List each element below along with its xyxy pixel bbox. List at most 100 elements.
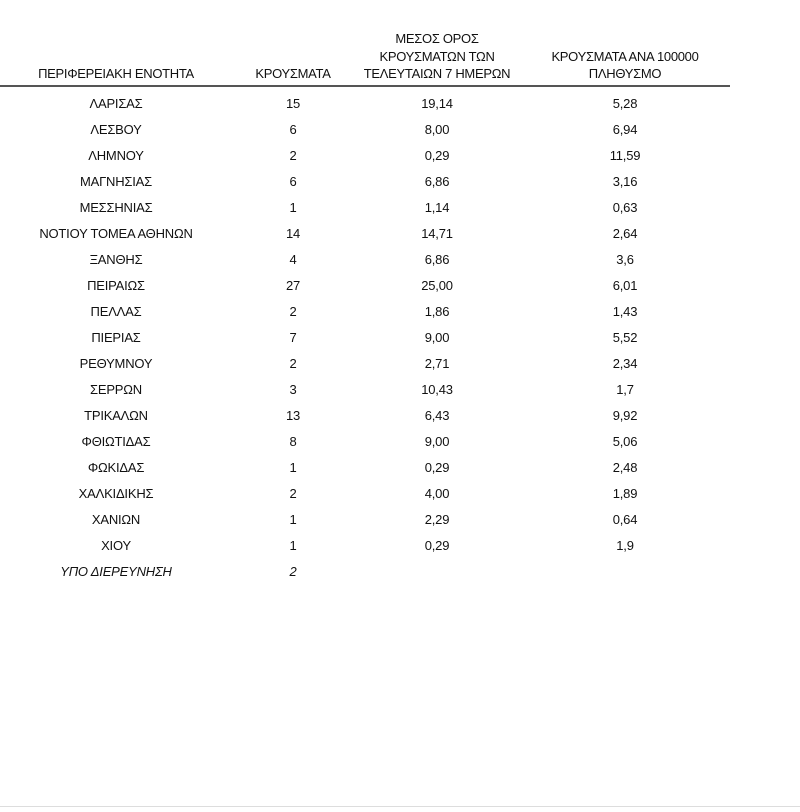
cell-cases: 1 bbox=[289, 538, 297, 553]
table-row: ΛΗΜΝΟΥ 2 0,29 11,59 bbox=[0, 143, 730, 169]
table-row: ΧΑΛΚΙΔΙΚΗΣ 2 4,00 1,89 bbox=[0, 481, 730, 507]
cell-7day-average: 2,29 bbox=[424, 512, 450, 527]
table-row: ΧΑΝΙΩΝ 1 2,29 0,64 bbox=[0, 507, 730, 533]
cell-regional-unit: ΠΙΕΡΙΑΣ bbox=[91, 330, 141, 345]
cell-7day-average: 14,71 bbox=[421, 226, 453, 241]
header-line: ΠΛΗΘΥΣΜΟ bbox=[588, 66, 662, 81]
cell-regional-unit: ΝΟΤΙΟΥ ΤΟΜΕΑ ΑΘΗΝΩΝ bbox=[39, 226, 193, 241]
header-line: ΚΡΟΥΣΜΑΤΩΝ ΤΩΝ bbox=[379, 48, 495, 64]
cell-regional-unit: ΧΙΟΥ bbox=[101, 538, 131, 553]
cell-7day-average: 19,14 bbox=[421, 96, 453, 111]
table-row: ΝΟΤΙΟΥ ΤΟΜΕΑ ΑΘΗΝΩΝ 14 14,71 2,64 bbox=[0, 221, 730, 247]
cell-regional-unit: ΜΕΣΣΗΝΙΑΣ bbox=[79, 200, 153, 215]
cell-cases-per-100000: 1,9 bbox=[616, 538, 634, 553]
cell-cases-per-100000: 1,7 bbox=[616, 382, 634, 397]
cell-7day-average: 0,29 bbox=[424, 460, 450, 475]
cell-cases-per-100000: 6,01 bbox=[612, 278, 638, 293]
table-row: ΛΑΡΙΣΑΣ 15 19,14 5,28 bbox=[0, 86, 730, 117]
cell-cases-per-100000: 2,64 bbox=[612, 226, 638, 241]
cell-cases-per-100000: 6,94 bbox=[612, 122, 638, 137]
table-row: ΜΑΓΝΗΣΙΑΣ 6 6,86 3,16 bbox=[0, 169, 730, 195]
cases-table: ΠΕΡΙΦΕΡΕΙΑΚΗ ΕΝΟΤΗΤΑ ΚΡΟΥΣΜΑΤΑ ΜΕΣΟΣ ΟΡΟ… bbox=[0, 30, 730, 585]
cell-regional-unit: ΣΕΡΡΩΝ bbox=[90, 382, 142, 397]
cell-cases: 14 bbox=[285, 226, 301, 241]
table-row: ΛΕΣΒΟΥ 6 8,00 6,94 bbox=[0, 117, 730, 143]
cell-cases-per-100000: 5,28 bbox=[612, 96, 638, 111]
cell-7day-average: 4,00 bbox=[424, 486, 450, 501]
cell-cases: 2 bbox=[289, 564, 297, 579]
cell-cases-per-100000 bbox=[520, 559, 730, 585]
cell-cases-per-100000: 5,52 bbox=[612, 330, 638, 345]
cell-cases-per-100000: 9,92 bbox=[612, 408, 638, 423]
cell-regional-unit: ΦΩΚΙΔΑΣ bbox=[87, 460, 145, 475]
cell-cases: 1 bbox=[289, 512, 297, 527]
cell-cases-per-100000: 3,16 bbox=[612, 174, 638, 189]
cell-regional-unit: ΞΑΝΘΗΣ bbox=[89, 252, 143, 267]
cell-cases: 2 bbox=[289, 304, 297, 319]
cell-7day-average: 10,43 bbox=[421, 382, 453, 397]
cell-7day-average: 2,71 bbox=[424, 356, 450, 371]
table-row: ΠΕΙΡΑΙΩΣ 27 25,00 6,01 bbox=[0, 273, 730, 299]
cell-cases-per-100000: 2,48 bbox=[612, 460, 638, 475]
table-row: ΣΕΡΡΩΝ 3 10,43 1,7 bbox=[0, 377, 730, 403]
cell-cases: 15 bbox=[285, 96, 301, 111]
cell-7day-average: 1,14 bbox=[424, 200, 450, 215]
cell-cases-per-100000: 1,89 bbox=[612, 486, 638, 501]
header-cases-per-100000: ΚΡΟΥΣΜΑΤΑ ΑΝΑ 100000 ΠΛΗΘΥΣΜΟ bbox=[520, 30, 730, 87]
table-row: ΦΩΚΙΔΑΣ 1 0,29 2,48 bbox=[0, 455, 730, 481]
cell-cases-per-100000: 5,06 bbox=[612, 434, 638, 449]
cell-cases: 1 bbox=[289, 200, 297, 215]
cell-regional-unit: ΦΘΙΩΤΙΔΑΣ bbox=[81, 434, 151, 449]
cell-7day-average: 6,86 bbox=[424, 174, 450, 189]
cell-7day-average: 6,43 bbox=[424, 408, 450, 423]
cell-cases-per-100000: 0,63 bbox=[612, 200, 638, 215]
cell-7day-average: 8,00 bbox=[424, 122, 450, 137]
cell-cases-per-100000: 3,6 bbox=[616, 252, 634, 267]
cell-cases: 2 bbox=[289, 148, 297, 163]
cell-cases-per-100000: 1,43 bbox=[612, 304, 638, 319]
cell-regional-unit: ΛΕΣΒΟΥ bbox=[90, 122, 142, 137]
cell-regional-unit: ΛΑΡΙΣΑΣ bbox=[89, 96, 143, 111]
cell-7day-average: 1,86 bbox=[424, 304, 450, 319]
cell-cases: 8 bbox=[289, 434, 297, 449]
cell-7day-average: 25,00 bbox=[421, 278, 453, 293]
cell-cases: 7 bbox=[289, 330, 297, 345]
cell-7day-average: 6,86 bbox=[424, 252, 450, 267]
cell-regional-unit: ΡΕΘΥΜΝΟΥ bbox=[79, 356, 153, 371]
cell-7day-average: 0,29 bbox=[424, 148, 450, 163]
header-7day-average: ΜΕΣΟΣ ΟΡΟΣ ΚΡΟΥΣΜΑΤΩΝ ΤΩΝ ΤΕΛΕΥΤΑΙΩΝ 7 Η… bbox=[354, 30, 520, 87]
header-regional-unit: ΠΕΡΙΦΕΡΕΙΑΚΗ ΕΝΟΤΗΤΑ bbox=[0, 30, 232, 87]
table-row: ΡΕΘΥΜΝΟΥ 2 2,71 2,34 bbox=[0, 351, 730, 377]
cell-regional-unit: ΜΑΓΝΗΣΙΑΣ bbox=[80, 174, 152, 189]
table-row: ΧΙΟΥ 1 0,29 1,9 bbox=[0, 533, 730, 559]
cell-cases: 3 bbox=[289, 382, 297, 397]
cell-cases: 1 bbox=[289, 460, 297, 475]
cell-regional-unit: ΛΗΜΝΟΥ bbox=[88, 148, 144, 163]
table-row: ΠΕΛΛΑΣ 2 1,86 1,43 bbox=[0, 299, 730, 325]
header-line: ΤΕΛΕΥΤΑΙΩΝ 7 ΗΜΕΡΩΝ bbox=[363, 66, 511, 81]
table-row: ΞΑΝΘΗΣ 4 6,86 3,6 bbox=[0, 247, 730, 273]
table-row: ΥΠΟ ΔΙΕΡΕΥΝΗΣΗ 2 bbox=[0, 559, 730, 585]
cell-7day-average: 0,29 bbox=[424, 538, 450, 553]
cell-regional-unit: ΠΕΙΡΑΙΩΣ bbox=[87, 278, 145, 293]
cell-cases: 4 bbox=[289, 252, 297, 267]
cell-cases: 27 bbox=[285, 278, 301, 293]
table-row: ΜΕΣΣΗΝΙΑΣ 1 1,14 0,63 bbox=[0, 195, 730, 221]
cell-cases: 13 bbox=[285, 408, 301, 423]
cell-regional-unit: ΧΑΛΚΙΔΙΚΗΣ bbox=[78, 486, 154, 501]
table-row: ΠΙΕΡΙΑΣ 7 9,00 5,52 bbox=[0, 325, 730, 351]
cell-regional-unit: ΤΡΙΚΑΛΩΝ bbox=[84, 408, 148, 423]
cell-cases: 6 bbox=[289, 122, 297, 137]
header-line: ΜΕΣΟΣ ΟΡΟΣ bbox=[395, 31, 479, 46]
cell-7day-average: 9,00 bbox=[424, 434, 450, 449]
cell-regional-unit: ΠΕΛΛΑΣ bbox=[90, 304, 142, 319]
cell-cases-per-100000: 2,34 bbox=[612, 356, 638, 371]
header-row: ΠΕΡΙΦΕΡΕΙΑΚΗ ΕΝΟΤΗΤΑ ΚΡΟΥΣΜΑΤΑ ΜΕΣΟΣ ΟΡΟ… bbox=[0, 30, 730, 87]
cell-cases-per-100000: 0,64 bbox=[612, 512, 638, 527]
cell-cases-per-100000: 11,59 bbox=[609, 148, 641, 163]
table-row: ΤΡΙΚΑΛΩΝ 13 6,43 9,92 bbox=[0, 403, 730, 429]
header-line: ΚΡΟΥΣΜΑΤΑ ΑΝΑ 100000 bbox=[551, 48, 699, 64]
divider bbox=[0, 806, 800, 807]
table-row: ΦΘΙΩΤΙΔΑΣ 8 9,00 5,06 bbox=[0, 429, 730, 455]
cell-cases: 6 bbox=[289, 174, 297, 189]
